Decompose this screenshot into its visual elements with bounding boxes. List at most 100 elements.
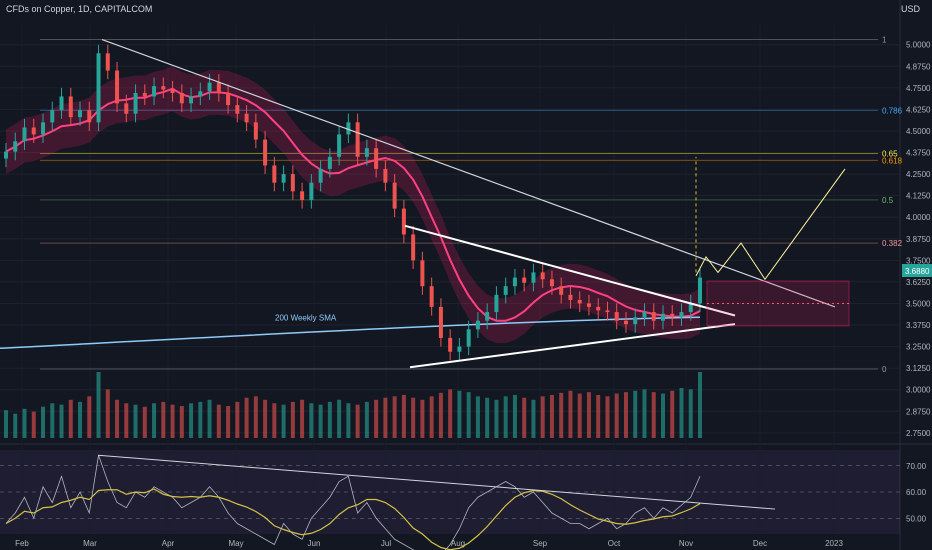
volume-bar bbox=[41, 406, 46, 438]
candle-body bbox=[429, 286, 434, 307]
candle-body bbox=[309, 182, 314, 200]
volume-bar bbox=[614, 393, 619, 438]
candle-body bbox=[96, 53, 101, 123]
candle-body bbox=[327, 156, 332, 169]
volume-bar bbox=[281, 404, 286, 438]
candle-body bbox=[522, 277, 527, 283]
volume-bar bbox=[244, 397, 249, 438]
volume-bar bbox=[448, 389, 453, 438]
last-price-tag bbox=[902, 264, 932, 278]
rsi-tick-label: 50.00 bbox=[906, 514, 927, 523]
volume-bar bbox=[59, 404, 64, 438]
candle-body bbox=[364, 148, 369, 157]
price-tick-label: 4.8750 bbox=[906, 62, 931, 71]
volume-bar bbox=[651, 392, 656, 438]
volume-bar bbox=[577, 393, 582, 438]
candle-body bbox=[152, 86, 157, 97]
candle-body bbox=[503, 286, 508, 295]
candle-body bbox=[13, 141, 18, 152]
ma-ribbon-band bbox=[6, 66, 700, 344]
candle-body bbox=[614, 312, 619, 321]
time-tick-label: 2023 bbox=[825, 539, 843, 548]
volume-bar bbox=[96, 372, 101, 438]
price-tick-label: 4.1250 bbox=[906, 192, 931, 201]
rsi-trendline bbox=[97, 454, 776, 510]
time-tick-label: Jun bbox=[308, 539, 321, 548]
candle-body bbox=[679, 312, 684, 318]
candle-body bbox=[374, 148, 379, 169]
volume-bar bbox=[374, 399, 379, 438]
candle-body bbox=[485, 312, 490, 321]
time-tick-label: Dec bbox=[753, 539, 767, 548]
candle-body bbox=[161, 86, 166, 90]
candle-body bbox=[401, 208, 406, 235]
price-tick-label: 2.7500 bbox=[906, 429, 931, 438]
volume-bar bbox=[438, 392, 443, 438]
volume-bar bbox=[485, 397, 490, 438]
candle-body bbox=[179, 93, 184, 104]
candle-body bbox=[660, 313, 665, 321]
volume-bar bbox=[290, 401, 295, 438]
volume-bar bbox=[522, 397, 527, 438]
price-tick-label: 3.5000 bbox=[906, 299, 931, 308]
candle-body bbox=[115, 70, 120, 104]
candle-body bbox=[31, 127, 36, 135]
price-tick-label: 4.3750 bbox=[906, 149, 931, 158]
last-price-label: 3.6880 bbox=[905, 267, 930, 276]
volume-bar bbox=[531, 399, 536, 438]
price-tick-label: 4.5000 bbox=[906, 127, 931, 136]
candle-body bbox=[105, 53, 110, 71]
fib-level-label: 0.5 bbox=[882, 196, 894, 205]
fib-level-label: 0.786 bbox=[882, 106, 903, 115]
volume-bar bbox=[22, 408, 27, 438]
candle-body bbox=[355, 122, 360, 157]
time-tick-label: Jul bbox=[381, 539, 391, 548]
volume-bar bbox=[596, 394, 601, 438]
candle-body bbox=[346, 122, 351, 135]
volume-bar bbox=[216, 404, 221, 438]
candle-body bbox=[494, 294, 499, 313]
candle-body bbox=[568, 294, 573, 300]
volume-bar bbox=[660, 393, 665, 438]
fib-level-label: 0 bbox=[882, 365, 887, 374]
candle-body bbox=[623, 320, 628, 325]
volume-bar bbox=[161, 401, 166, 438]
candle-body bbox=[457, 346, 462, 352]
candle-body bbox=[392, 182, 397, 209]
candle-body bbox=[633, 317, 638, 325]
volume-bar bbox=[633, 390, 638, 438]
candle-body bbox=[263, 139, 268, 166]
volume-bar bbox=[152, 403, 157, 438]
price-tick-label: 3.3750 bbox=[906, 321, 931, 330]
volume-bar bbox=[78, 401, 83, 438]
candle-body bbox=[438, 306, 443, 338]
volume-bar bbox=[300, 399, 305, 438]
volume-bar bbox=[623, 392, 628, 438]
candle-body bbox=[78, 110, 83, 118]
sma-200-line bbox=[0, 316, 701, 350]
candle-body bbox=[59, 96, 64, 111]
volume-bar bbox=[466, 392, 471, 438]
candle-body bbox=[244, 113, 249, 123]
volume-bar bbox=[31, 411, 36, 438]
candle-body bbox=[512, 277, 517, 287]
volume-bar bbox=[698, 372, 702, 438]
candle-body bbox=[466, 329, 471, 347]
volume-bar bbox=[503, 396, 508, 438]
candle-body bbox=[235, 105, 240, 114]
volume-bar bbox=[457, 390, 462, 438]
downtrend-line bbox=[101, 38, 836, 308]
price-tick-label: 3.1250 bbox=[906, 364, 931, 373]
price-tick-label: 2.8750 bbox=[906, 407, 931, 416]
candle-body bbox=[133, 93, 138, 114]
volume-bar bbox=[383, 397, 388, 438]
price-tick-label: 4.7500 bbox=[906, 84, 931, 93]
candle-body bbox=[698, 277, 702, 304]
candle-body bbox=[226, 93, 231, 106]
time-tick-label: Sep bbox=[533, 539, 548, 548]
volume-bar bbox=[346, 403, 351, 438]
price-tick-label: 5.0000 bbox=[906, 41, 931, 50]
candle-body bbox=[253, 122, 258, 140]
projection-path bbox=[695, 168, 846, 281]
